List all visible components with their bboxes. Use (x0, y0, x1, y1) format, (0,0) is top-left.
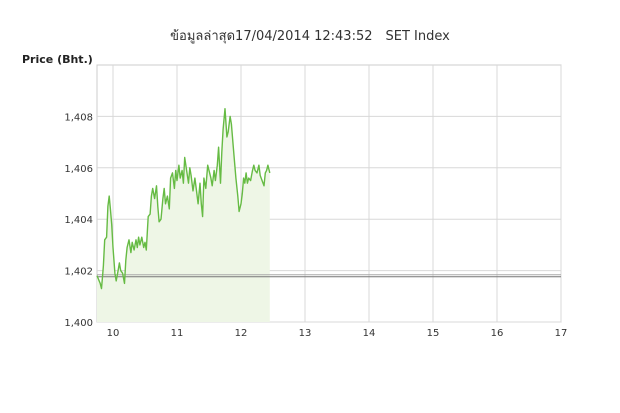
y-tick-label-1404: 1,404 (64, 215, 93, 226)
y-axis-label: Price (Bht.) (22, 53, 93, 66)
x-tick-label-13: 13 (299, 328, 312, 339)
x-tick-label-14: 14 (363, 328, 376, 339)
y-tick-label-1400: 1,400 (64, 318, 93, 329)
y-tick-label-1408: 1,408 (64, 112, 93, 123)
series-line (96, 108, 271, 290)
y-tick-label-1402: 1,402 (64, 267, 93, 278)
x-tick-label-17: 17 (555, 328, 568, 339)
series-layer (96, 108, 561, 322)
x-tick-label-12: 12 (235, 328, 248, 339)
chart-title: ข้อมูลล่าสุด17/04/2014 12:43:52 SET Index (170, 29, 450, 44)
index-name: SET Index (386, 29, 451, 44)
updated-label: ข้อมูลล่าสุด (170, 29, 235, 44)
y-tick-label-1406: 1,406 (64, 164, 93, 175)
series-area (97, 108, 270, 322)
x-tick-label-10: 10 (107, 328, 120, 339)
x-tick-label-15: 15 (427, 328, 440, 339)
axis-layer: 1,400 1,402 1,404 1,406 1,408 10 11 12 13 14 15 16 1… (64, 112, 567, 339)
x-tick-label-16: 16 (491, 328, 504, 339)
timestamp: 17/04/2014 12:43:52 (235, 29, 372, 44)
x-tick-label-11: 11 (171, 328, 184, 339)
